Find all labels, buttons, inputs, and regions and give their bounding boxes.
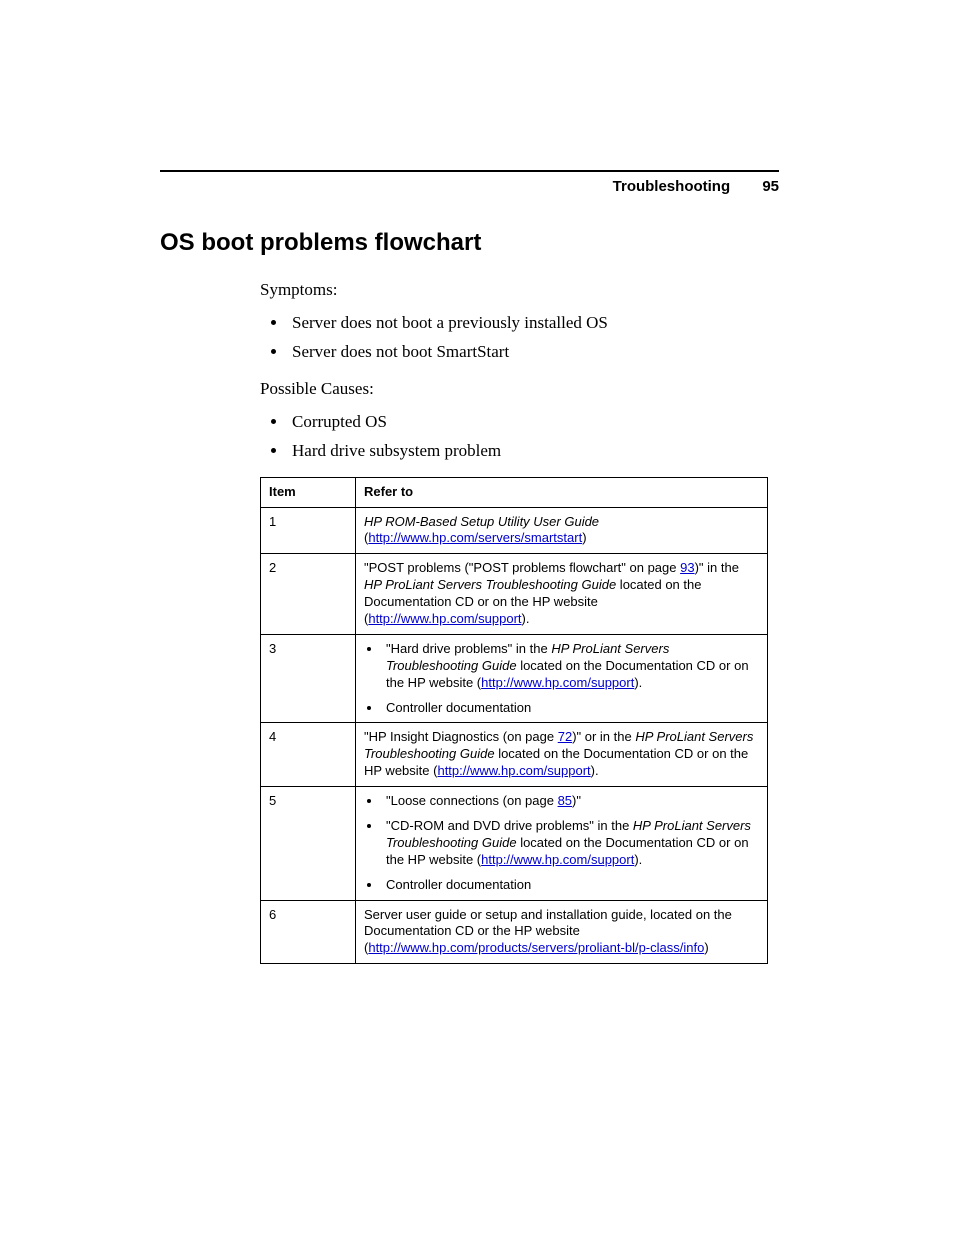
list-item: "Loose connections (on page 85)": [382, 793, 759, 810]
symptoms-label: Symptoms:: [260, 279, 779, 302]
text: ).: [522, 611, 530, 626]
list-item: Controller documentation: [382, 700, 759, 717]
paren-close: ): [582, 530, 586, 545]
list-item: "CD-ROM and DVD drive problems" in the H…: [382, 818, 759, 869]
header-page-number: 95: [762, 178, 779, 195]
external-link[interactable]: http://www.hp.com/support: [481, 675, 634, 690]
cell-refer: "POST problems ("POST problems flowchart…: [356, 554, 768, 635]
text: "HP Insight Diagnostics (on page: [364, 729, 558, 744]
cell-item: 2: [261, 554, 356, 635]
cell-item: 4: [261, 723, 356, 787]
col-item: Item: [261, 477, 356, 507]
text: )": [572, 793, 581, 808]
external-link[interactable]: http://www.hp.com/support: [368, 611, 521, 626]
list-item: Corrupted OS: [288, 411, 779, 434]
table-row: 1 HP ROM-Based Setup Utility User Guide …: [261, 507, 768, 554]
external-link[interactable]: http://www.hp.com/support: [481, 852, 634, 867]
header-rule: [160, 170, 779, 172]
page-ref-link[interactable]: 85: [558, 793, 572, 808]
text: "CD-ROM and DVD drive problems" in the: [386, 818, 633, 833]
text: ).: [634, 675, 642, 690]
text: "Hard drive problems" in the: [386, 641, 551, 656]
table-row: 4 "HP Insight Diagnostics (on page 72)" …: [261, 723, 768, 787]
external-link[interactable]: http://www.hp.com/support: [437, 763, 590, 778]
page-title: OS boot problems flowchart: [160, 229, 779, 257]
text: ): [704, 940, 708, 955]
guide-title: HP ROM-Based Setup Utility User Guide: [364, 514, 599, 529]
text: )" or in the: [572, 729, 635, 744]
cell-refer: "HP Insight Diagnostics (on page 72)" or…: [356, 723, 768, 787]
table-row: 5 "Loose connections (on page 85)" "CD-R…: [261, 787, 768, 900]
symptoms-list: Server does not boot a previously instal…: [260, 312, 779, 364]
page-ref-link[interactable]: 93: [680, 560, 694, 575]
guide-title: HP ProLiant Servers Troubleshooting Guid…: [364, 577, 616, 592]
cell-refer: Server user guide or setup and installat…: [356, 900, 768, 964]
cell-item: 3: [261, 634, 356, 723]
list-item: Controller documentation: [382, 877, 759, 894]
text: ).: [591, 763, 599, 778]
body-content: Symptoms: Server does not boot a previou…: [260, 279, 779, 964]
list-item: Server does not boot SmartStart: [288, 341, 779, 364]
table-row: 6 Server user guide or setup and install…: [261, 900, 768, 964]
cell-item: 6: [261, 900, 356, 964]
table-row: 3 "Hard drive problems" in the HP ProLia…: [261, 634, 768, 723]
causes-label: Possible Causes:: [260, 378, 779, 401]
reference-table: Item Refer to 1 HP ROM-Based Setup Utili…: [260, 477, 768, 965]
table-row: 2 "POST problems ("POST problems flowcha…: [261, 554, 768, 635]
cell-refer: HP ROM-Based Setup Utility User Guide (h…: [356, 507, 768, 554]
cell-bullet-list: "Hard drive problems" in the HP ProLiant…: [364, 641, 759, 717]
cell-item: 1: [261, 507, 356, 554]
page-ref-link[interactable]: 72: [558, 729, 572, 744]
text: "Loose connections (on page: [386, 793, 558, 808]
cell-item: 5: [261, 787, 356, 900]
cell-bullet-list: "Loose connections (on page 85)" "CD-ROM…: [364, 793, 759, 893]
cell-refer: "Loose connections (on page 85)" "CD-ROM…: [356, 787, 768, 900]
col-refer: Refer to: [356, 477, 768, 507]
table-header-row: Item Refer to: [261, 477, 768, 507]
text: "POST problems ("POST problems flowchart…: [364, 560, 680, 575]
header-section: Troubleshooting: [613, 178, 731, 195]
list-item: "Hard drive problems" in the HP ProLiant…: [382, 641, 759, 692]
external-link[interactable]: http://www.hp.com/products/servers/proli…: [368, 940, 704, 955]
list-item: Hard drive subsystem problem: [288, 440, 779, 463]
running-head: Troubleshooting 95: [160, 178, 779, 195]
text: )" in the: [695, 560, 739, 575]
list-item: Server does not boot a previously instal…: [288, 312, 779, 335]
page: Troubleshooting 95 OS boot problems flow…: [0, 0, 954, 1235]
cell-refer: "Hard drive problems" in the HP ProLiant…: [356, 634, 768, 723]
external-link[interactable]: http://www.hp.com/servers/smartstart: [368, 530, 582, 545]
causes-list: Corrupted OS Hard drive subsystem proble…: [260, 411, 779, 463]
text: ).: [634, 852, 642, 867]
